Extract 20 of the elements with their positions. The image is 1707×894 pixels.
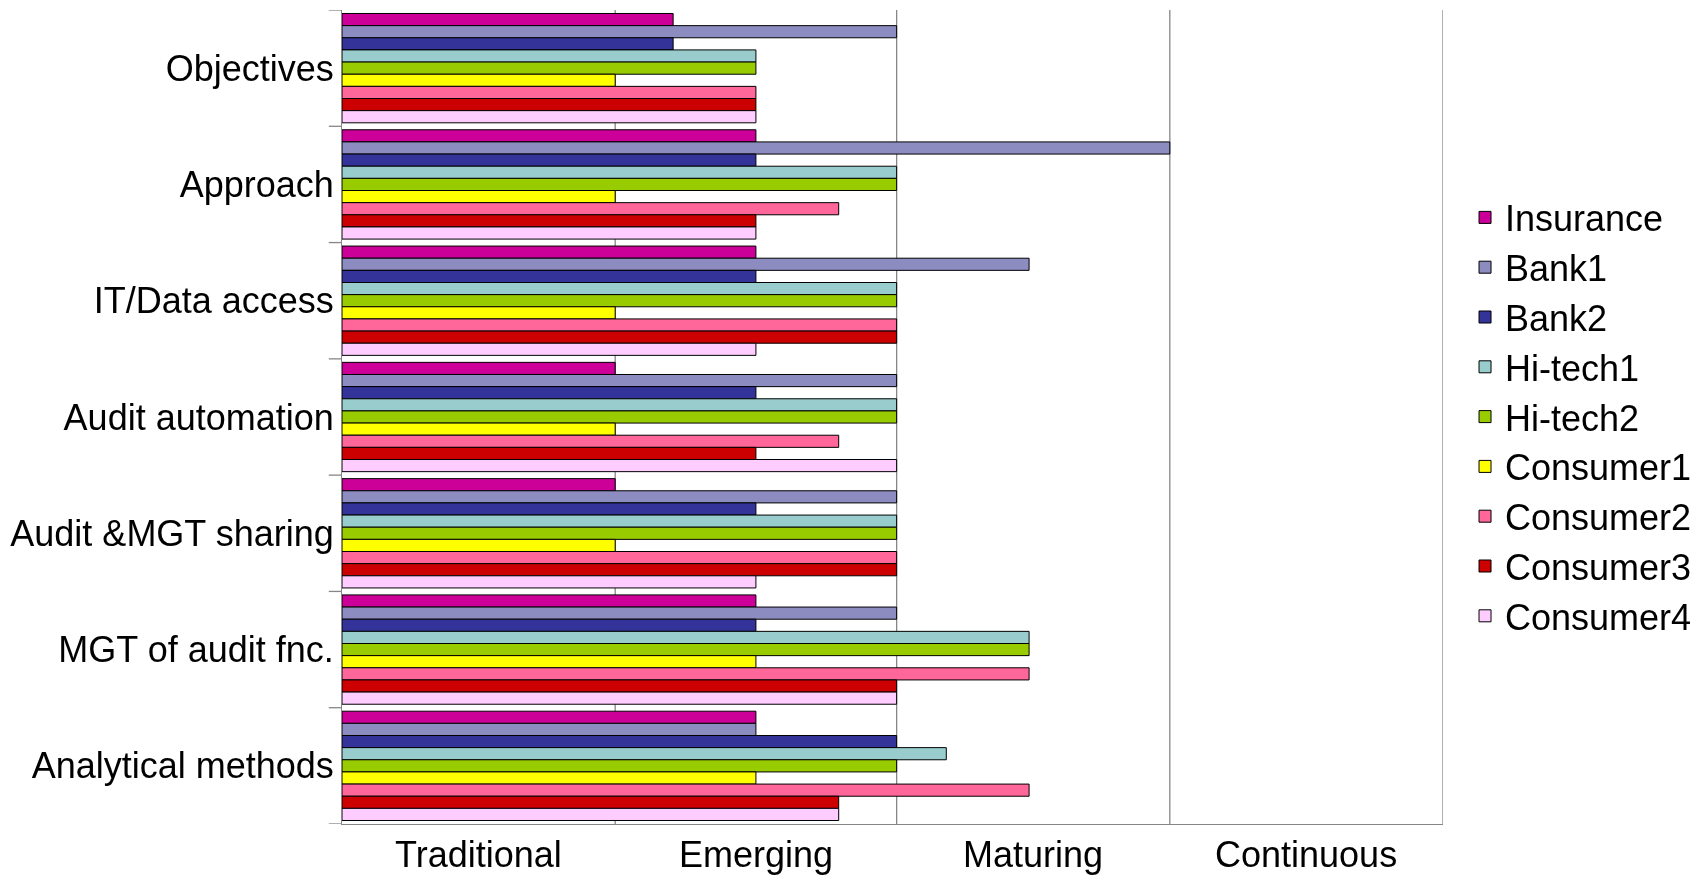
text: Emerging — [679, 834, 834, 875]
legend-label: Consumer3 — [1505, 547, 1692, 589]
legend-label: Bank1 — [1505, 248, 1608, 290]
legend-label: Consumer2 — [1505, 497, 1692, 539]
y-tick-label: Audit &MGT sharing — [10, 512, 334, 554]
y-tick-label: Audit automation — [63, 396, 334, 438]
y-tick-label: IT/Data access — [93, 280, 334, 322]
y-tick-label: Objectives — [165, 47, 334, 89]
legend-label: Bank2 — [1505, 298, 1608, 340]
text: Maturing — [963, 834, 1104, 875]
y-tick-label: MGT of audit fnc. — [58, 629, 334, 671]
text: Continuous — [1215, 834, 1398, 875]
legend-label: Consumer1 — [1505, 447, 1692, 489]
legend-label: Consumer4 — [1505, 596, 1692, 638]
y-tick-label: Approach — [179, 164, 334, 206]
text: Traditional — [395, 834, 562, 875]
legend-label: Hi-tech2 — [1505, 397, 1640, 439]
y-tick-label: Analytical methods — [31, 745, 334, 787]
legend-label: Insurance — [1505, 198, 1664, 240]
legend-label: Hi-tech1 — [1505, 347, 1640, 389]
